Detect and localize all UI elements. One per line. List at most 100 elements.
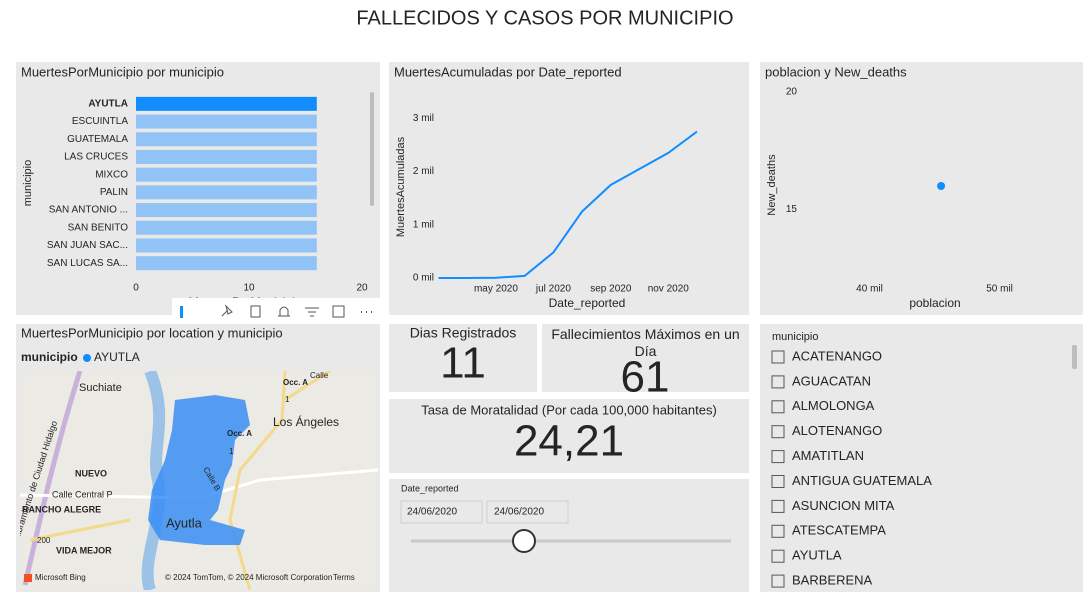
card-value: 11 [440, 339, 486, 388]
map-label: NUEVO [75, 468, 107, 478]
slicer-item: AGUACATAN [792, 373, 871, 388]
road [29, 518, 131, 542]
legend-title: municipio [21, 350, 78, 364]
y-tick-label: SAN LUCAS SA... [47, 258, 128, 269]
scrollbar[interactable] [1072, 345, 1077, 369]
checkbox[interactable] [771, 475, 785, 488]
road [22, 371, 83, 586]
map-attribution: Terms [333, 573, 355, 582]
y-axis-label: MuertesAcumuladas [395, 136, 407, 237]
bar [136, 185, 317, 200]
x-tick-label: 0 [133, 283, 139, 294]
pin-icon[interactable] [221, 304, 233, 317]
map-label: Los Ángeles [273, 414, 339, 429]
y-tick-label: 1 mil [413, 219, 434, 230]
panel [760, 62, 1083, 315]
panel [389, 479, 749, 592]
line [438, 130, 698, 279]
checkbox[interactable] [771, 425, 785, 439]
map-label: Suchiate [79, 382, 122, 394]
date-value: 24/06/2020 [407, 507, 457, 518]
y-tick-label: SAN JUAN SAC... [47, 240, 128, 251]
card-label: Dias Registrados [410, 325, 517, 341]
chart-title: poblacion y New_deaths [765, 64, 907, 79]
y-tick-label: SAN BENITO [68, 222, 129, 233]
bar [136, 220, 317, 235]
x-tick-label: 10 [243, 283, 255, 294]
y-tick-label: ESCUINTLA [72, 116, 128, 127]
bar [136, 96, 317, 111]
road [284, 371, 331, 402]
panel [389, 62, 749, 315]
checkbox[interactable] [771, 375, 785, 389]
bar [136, 132, 317, 147]
panels [16, 62, 1083, 592]
copy-icon[interactable] [250, 305, 261, 318]
slicer-item: AMATITLAN [792, 448, 864, 463]
scrollbar[interactable] [370, 92, 374, 206]
slicer-item: ATESCATEMPA [792, 523, 886, 538]
bell-icon[interactable] [278, 306, 290, 317]
panel [389, 399, 749, 473]
y-tick-label: GUATEMALA [67, 134, 128, 145]
x-axis-label: Date_reported [549, 296, 626, 310]
checkbox[interactable] [771, 549, 785, 563]
bar [136, 256, 317, 271]
slicer-item: ASUNCION MITA [792, 498, 895, 513]
x-tick-label: 50 mil [986, 284, 1013, 295]
x-tick-label: sep 2020 [590, 284, 632, 295]
checkbox[interactable] [771, 574, 785, 588]
focus-icon[interactable] [332, 305, 345, 318]
checkbox[interactable] [771, 400, 785, 414]
road [20, 468, 378, 500]
checkbox[interactable] [771, 350, 785, 364]
y-tick-label: 3 mil [413, 113, 434, 124]
y-tick-label: MIXCO [95, 169, 128, 180]
x-tick-label: 20 [356, 283, 368, 294]
toolbar-icon[interactable] [180, 306, 183, 318]
y-tick-label: 15 [786, 204, 798, 215]
y-tick-label: SAN ANTONIO ... [49, 205, 128, 216]
slicer-item: ACATENANGO [792, 348, 882, 363]
slicer-label: Date_reported [401, 483, 459, 493]
filter-icon[interactable] [305, 307, 319, 317]
slider-handle[interactable] [512, 529, 536, 553]
y-tick-label: 2 mil [413, 166, 434, 177]
bar-toolbar [172, 298, 380, 324]
date-input[interactable] [486, 500, 569, 524]
map-attribution: © 2024 TomTom, © 2024 Microsoft Corporat… [165, 573, 332, 582]
checkbox[interactable] [771, 524, 785, 538]
point [937, 182, 946, 190]
card: 61 [621, 353, 670, 392]
slicer-item: ANTIGUA GUATEMALA [792, 473, 932, 488]
map-label: Occ. A [283, 378, 308, 387]
x-tick-label: jul 2020 [535, 284, 571, 295]
toolbar [172, 298, 380, 324]
x-tick-label: 40 mil [856, 284, 883, 295]
checkbox[interactable] [771, 450, 785, 464]
date-input[interactable] [400, 500, 483, 524]
map-label: VIDA MEJOR [56, 545, 112, 555]
map: Suchiate Occ. A Los Ángeles Occ. A NUEVO Call… [20, 371, 378, 590]
y-tick-label: PALIN [100, 187, 128, 198]
legend-marker [83, 354, 91, 362]
bar [136, 238, 317, 253]
bing-logo [24, 574, 32, 582]
panel [542, 324, 749, 392]
bar [136, 203, 317, 218]
date-controls [400, 500, 731, 553]
card-label: Fallecimientos Máximos en un Día [551, 326, 740, 359]
checkbox[interactable] [771, 499, 785, 513]
bar [136, 167, 317, 182]
panel [760, 324, 1083, 592]
y-axis-label: municipio [22, 160, 34, 206]
map-label: RANCHO ALEGRE [22, 504, 101, 514]
map-label: Ayutla [166, 515, 203, 530]
map-label: Calle [310, 371, 329, 380]
y-tick-label: 20 [786, 87, 798, 98]
slicer-item: BARBERENA [792, 573, 873, 588]
card-label: Tasa de Moratalidad (Por cada 100,000 ha… [421, 402, 717, 417]
legend-item: AYUTLA [94, 350, 140, 364]
